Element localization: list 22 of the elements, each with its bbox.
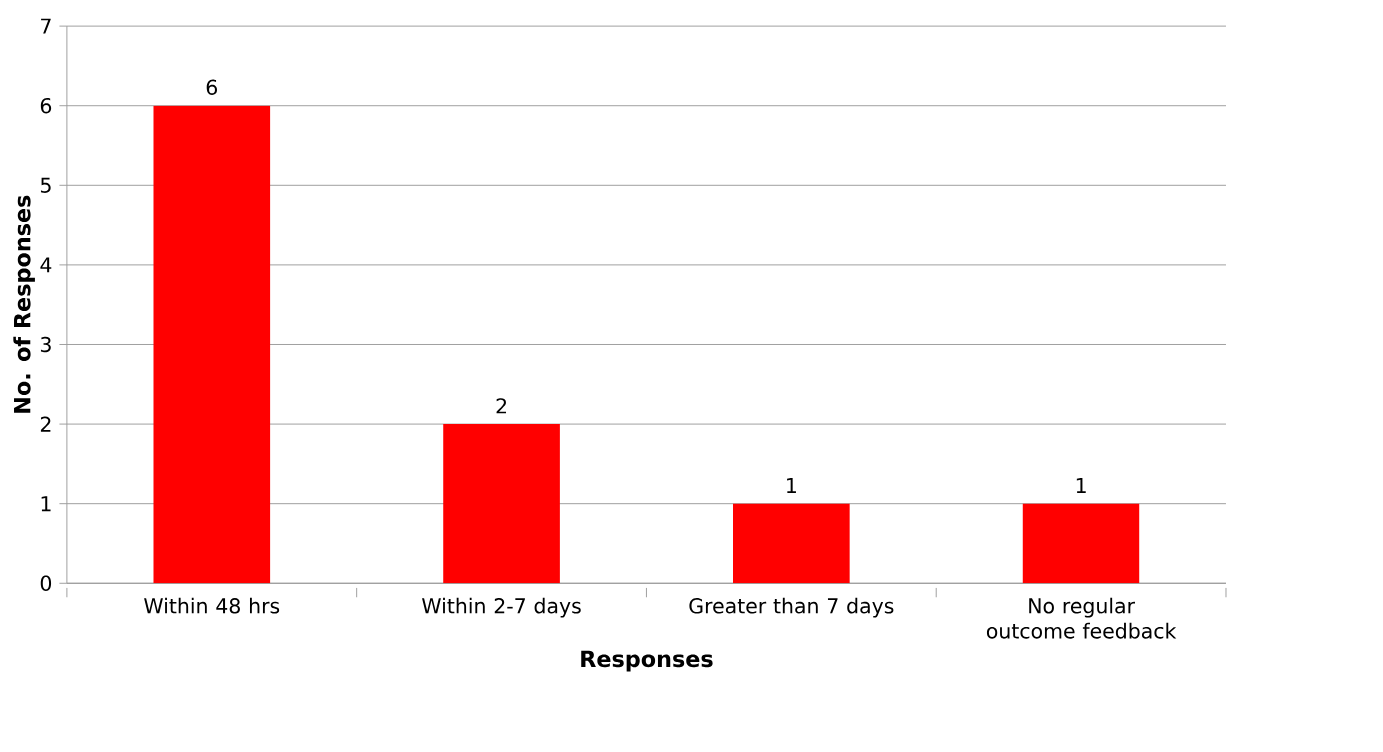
bar	[1022, 503, 1140, 584]
data-label: 1	[1076, 477, 1086, 493]
data-label: 6	[206, 79, 217, 95]
y-tick-label: 6	[40, 97, 52, 114]
bar	[443, 423, 560, 584]
y-tick-label: 7	[41, 18, 51, 34]
x-tick-label: Within 2-7 days	[422, 597, 581, 618]
y-tick-label: 2	[40, 416, 51, 432]
data-label: 2	[496, 398, 507, 414]
y-tick-label: 5	[40, 177, 51, 193]
x-tick-label: Within 48 hrs	[144, 597, 280, 614]
x-tick-label: Greater than 7 days	[689, 597, 894, 618]
y-tick-label: 0	[40, 575, 52, 591]
x-axis-title: Responses	[581, 650, 713, 672]
y-tick-label: 1	[41, 496, 51, 512]
bar	[153, 105, 271, 584]
x-tick-label: No regular outcome feedback	[986, 597, 1177, 639]
bar	[733, 503, 850, 584]
y-axis-title: No. of Responses	[13, 195, 35, 413]
data-label: 1	[787, 477, 796, 493]
y-tick-label: 4	[40, 257, 52, 273]
y-tick-label: 3	[40, 336, 51, 353]
